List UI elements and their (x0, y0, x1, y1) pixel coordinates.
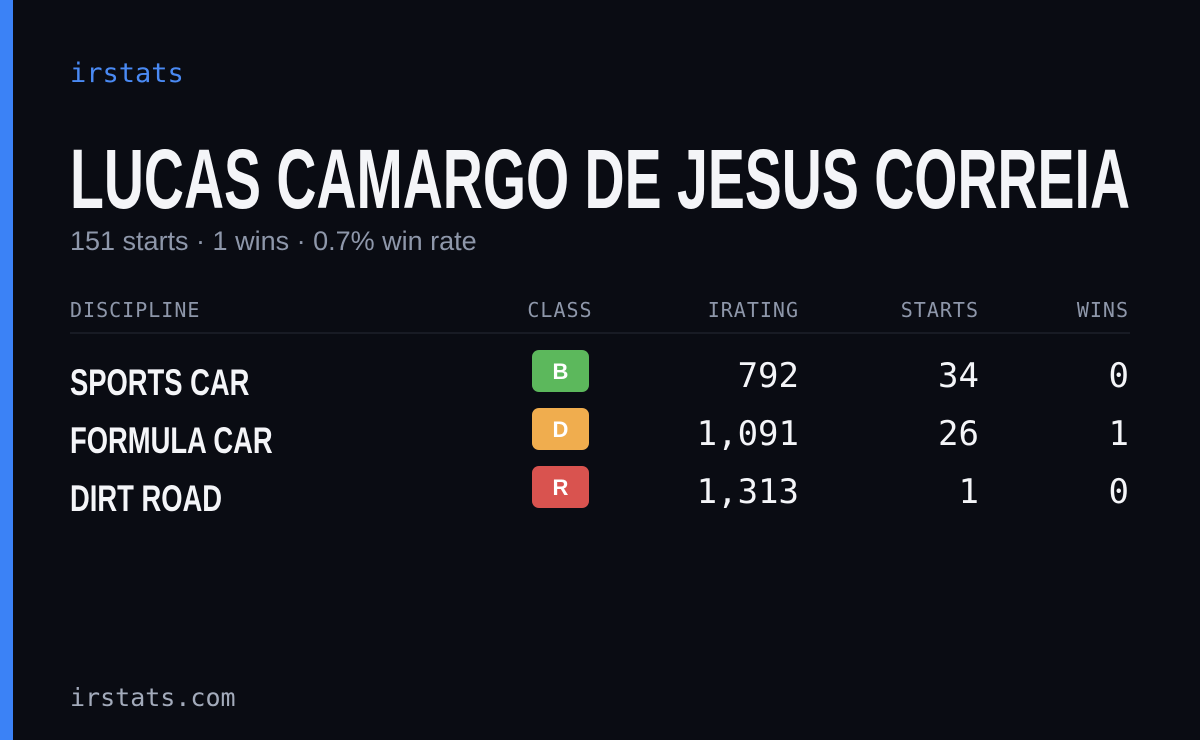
discipline: DIRT ROAD (70, 478, 222, 519)
header-cell: STARTS (901, 298, 979, 322)
class-letter: D (553, 417, 569, 442)
class-letter: B (553, 359, 569, 384)
irating: 1,313 (697, 472, 799, 512)
irating: 1,091 (697, 414, 799, 454)
footer: irstats.com (70, 683, 236, 712)
header-cell: IRATING (708, 298, 799, 322)
header-cell: DISCIPLINE (70, 298, 200, 322)
class-badge (532, 408, 589, 450)
accent-bar (0, 0, 13, 740)
starts: 1 (959, 472, 979, 512)
title: LUCAS CAMARGO DE JESUS CORREIA (70, 132, 1130, 226)
table-body: SPORTS CAR B 792 34 0 FORMULA CAR D 1,091 26 1 DIR… (70, 350, 1129, 519)
class-badge (532, 350, 589, 392)
wins: 1 (1109, 414, 1129, 454)
wins: 0 (1109, 472, 1129, 512)
starts: 34 (938, 356, 979, 396)
irating: 792 (738, 356, 799, 396)
discipline: FORMULA CAR (70, 420, 273, 461)
class-badge (532, 466, 589, 508)
brand: irstats (70, 58, 184, 89)
subtitle: 151 starts · 1 wins · 0.7% win rate (70, 226, 477, 256)
wins: 0 (1109, 356, 1129, 396)
header-cell: WINS (1077, 298, 1129, 322)
header-cell: CLASS (527, 298, 592, 322)
class-letter: R (553, 475, 569, 500)
discipline: SPORTS CAR (70, 362, 249, 403)
starts: 26 (938, 414, 979, 454)
